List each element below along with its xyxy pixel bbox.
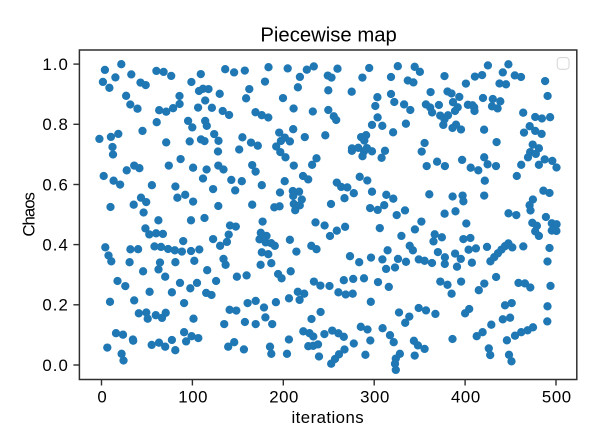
svg-text:500: 500 [542, 388, 572, 407]
svg-text:Chaos: Chaos [19, 192, 38, 236]
svg-text:200: 200 [269, 388, 299, 407]
svg-text:0.8: 0.8 [42, 115, 69, 134]
svg-text:0.0: 0.0 [42, 356, 69, 375]
svg-text:1.0: 1.0 [42, 55, 69, 74]
svg-text:0.2: 0.2 [42, 296, 69, 315]
svg-text:0.6: 0.6 [42, 175, 69, 194]
svg-text:100: 100 [178, 388, 208, 407]
svg-text:0: 0 [97, 388, 107, 407]
svg-text:300: 300 [360, 388, 390, 407]
svg-text:0.4: 0.4 [42, 235, 69, 254]
svg-text:400: 400 [451, 388, 481, 407]
svg-text:Piecewise map: Piecewise map [260, 25, 396, 47]
svg-text:iterations: iterations [292, 408, 365, 427]
